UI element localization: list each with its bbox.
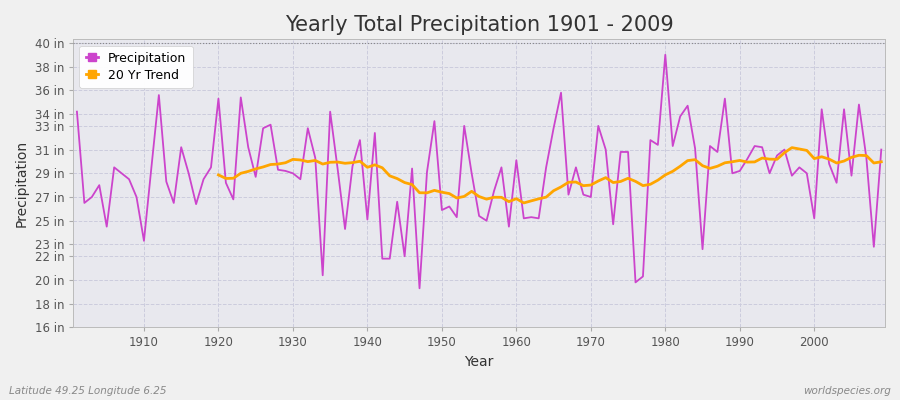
X-axis label: Year: Year bbox=[464, 355, 494, 369]
Legend: Precipitation, 20 Yr Trend: Precipitation, 20 Yr Trend bbox=[79, 46, 193, 88]
Y-axis label: Precipitation: Precipitation bbox=[15, 140, 29, 227]
Title: Yearly Total Precipitation 1901 - 2009: Yearly Total Precipitation 1901 - 2009 bbox=[284, 15, 673, 35]
Text: worldspecies.org: worldspecies.org bbox=[803, 386, 891, 396]
Text: Latitude 49.25 Longitude 6.25: Latitude 49.25 Longitude 6.25 bbox=[9, 386, 166, 396]
